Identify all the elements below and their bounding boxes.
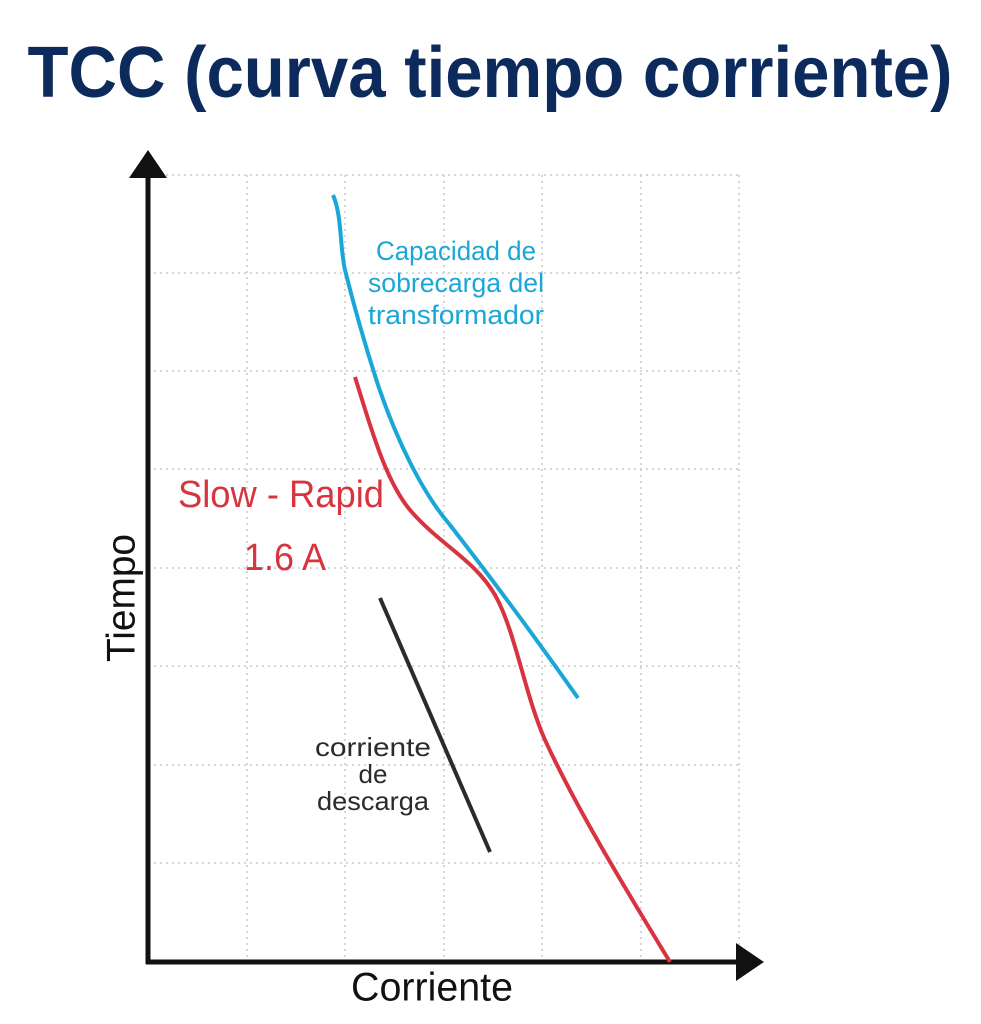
y-axis-label: Tiempo xyxy=(100,534,144,662)
title: TCC (curva tiempo corriente) xyxy=(28,33,953,113)
x-axis-label: Corriente xyxy=(351,966,513,1010)
grid xyxy=(148,174,740,962)
curve-label: corriente xyxy=(315,732,431,762)
x-axis-arrow xyxy=(736,943,764,981)
curve-label: transformador xyxy=(368,300,544,330)
curve-label: sobrecarga del xyxy=(368,268,544,298)
curve-label: Slow - Rapid xyxy=(178,474,384,516)
y-axis-arrow xyxy=(129,150,167,178)
transformer-curve xyxy=(331,194,580,700)
curve-label: Capacidad de xyxy=(376,236,536,266)
curve-label: descarga xyxy=(317,786,430,816)
curve-label: de xyxy=(359,759,388,789)
inrush-line xyxy=(378,597,492,853)
fuse-curve xyxy=(353,376,672,964)
curve-label: 1.6 A xyxy=(244,537,327,579)
